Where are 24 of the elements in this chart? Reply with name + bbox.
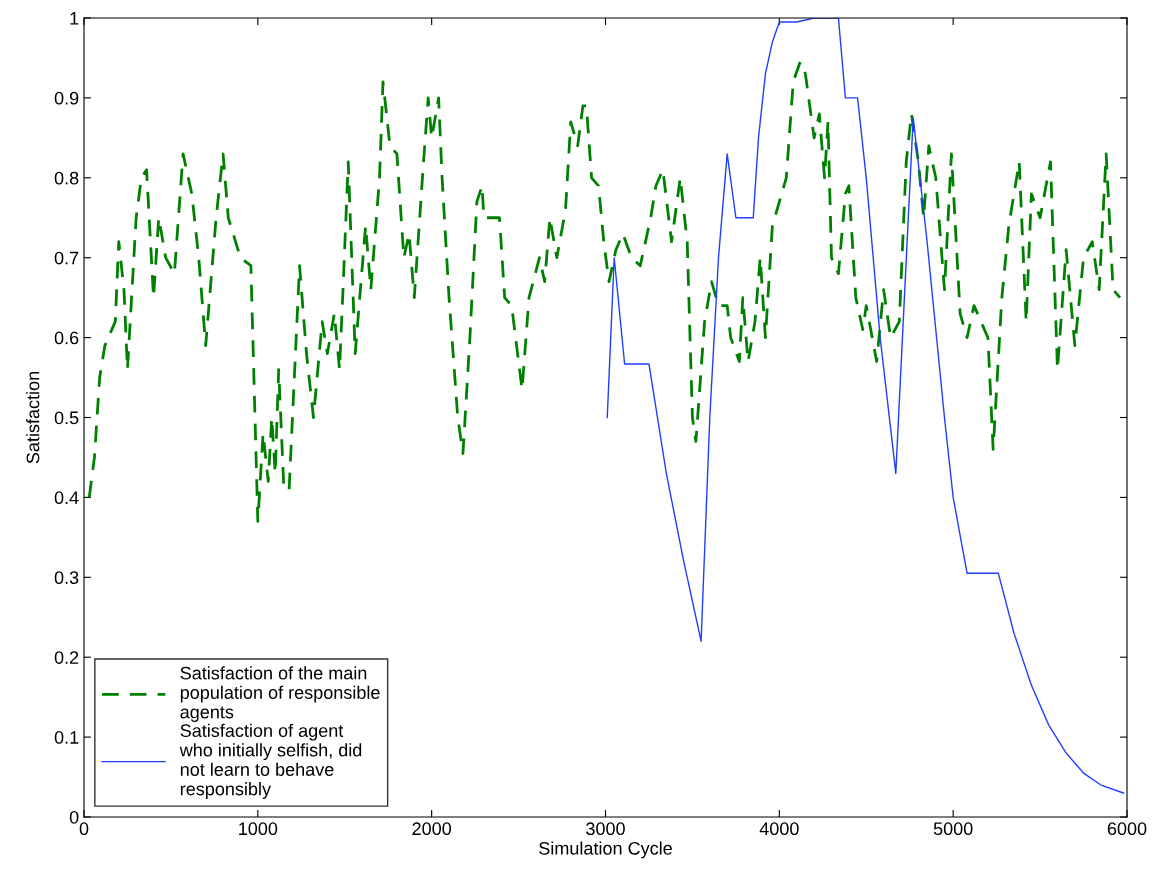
y-tick-label: 0.8 (54, 171, 79, 185)
line-series (606, 18, 1125, 794)
x-tick-label: 2000 (412, 822, 452, 836)
y-tick-label: 0.4 (54, 491, 79, 505)
x-tick-label: 1000 (239, 822, 278, 836)
x-tick-label: 0 (79, 822, 89, 836)
y-tick-label: 1 (70, 12, 79, 25)
y-tick-label: 0.6 (54, 331, 79, 345)
y-tick-label: 0.5 (54, 411, 79, 425)
legend-label: Satisfaction of the main population of responsible agents (180, 666, 380, 722)
x-tick-label: 4000 (759, 822, 799, 836)
legend-label: Satisfaction of agent who initially selfish, did not learn to behave responsibly (179, 723, 362, 799)
y-tick-label: 0.1 (54, 731, 79, 744)
x-axis-title: Simulation Cycle (539, 841, 672, 859)
x-tick-label: 3000 (586, 822, 625, 836)
line-series (87, 60, 1122, 523)
x-tick-label: 5000 (933, 822, 973, 836)
y-tick-label: 0.2 (54, 651, 79, 664)
y-tick-label: 0.9 (54, 91, 79, 105)
x-tick-label: 6000 (1107, 822, 1147, 836)
y-tick-label: 0.3 (54, 571, 79, 585)
y-tick-label: 0 (69, 810, 79, 824)
y-tick-label: 0.7 (54, 251, 79, 265)
y-axis-title: Satisfaction (26, 372, 40, 464)
